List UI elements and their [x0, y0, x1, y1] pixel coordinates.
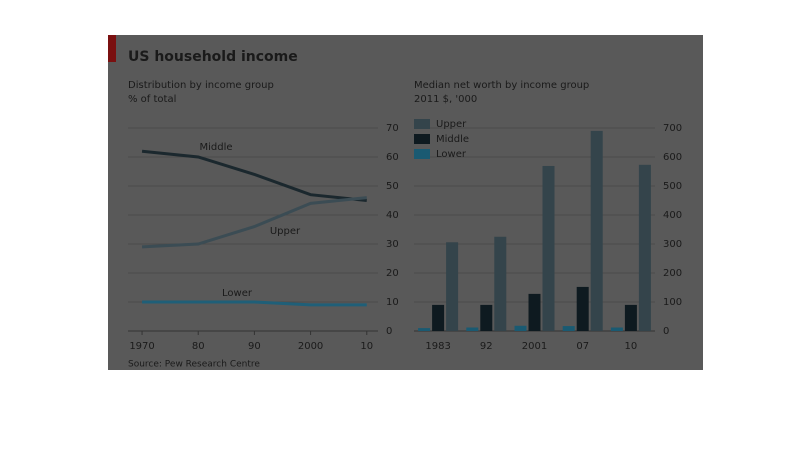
y-tick-label: 60: [386, 152, 399, 163]
y-tick-label: 0: [386, 326, 392, 337]
x-tick-label: 1970: [129, 341, 154, 352]
bar: [542, 165, 555, 331]
y-tick-label: 70: [386, 123, 399, 134]
bar: [562, 326, 575, 331]
y-tick-label: 500: [663, 181, 682, 192]
page-title: US household income: [128, 49, 298, 65]
y-tick-label: 300: [663, 239, 682, 250]
bar: [624, 304, 637, 331]
panel: [108, 35, 703, 370]
bar: [576, 286, 589, 331]
x-tick-label: 10: [360, 341, 373, 352]
y-tick-label: 20: [386, 268, 399, 279]
x-tick-label: 90: [248, 341, 261, 352]
y-tick-label: 200: [663, 268, 682, 279]
legend-label: Middle: [436, 134, 469, 145]
y-tick-label: 40: [386, 210, 399, 221]
x-tick-label: 1983: [425, 341, 450, 352]
y-tick-label: 700: [663, 123, 682, 134]
bar: [432, 304, 445, 331]
y-tick-label: 100: [663, 297, 682, 308]
legend-swatch: [414, 119, 430, 129]
series-label: Lower: [222, 288, 253, 299]
bar: [480, 304, 493, 331]
y-tick-label: 50: [386, 181, 399, 192]
y-tick-label: 30: [386, 239, 399, 250]
series-label: Upper: [270, 226, 301, 237]
bar: [590, 130, 603, 331]
x-tick-label: 2001: [522, 341, 547, 352]
legend-swatch: [414, 149, 430, 159]
bar: [514, 325, 527, 331]
source: Source: Pew Research Centre: [128, 360, 260, 370]
legend-label: Upper: [436, 119, 467, 130]
bar: [446, 242, 459, 331]
bar: [418, 328, 431, 331]
x-tick-label: 07: [576, 341, 589, 352]
bar: [466, 327, 479, 331]
bar: [528, 293, 541, 331]
x-tick-label: 2000: [298, 341, 323, 352]
x-tick-label: 10: [625, 341, 638, 352]
bar: [638, 164, 651, 331]
y-tick-label: 10: [386, 297, 399, 308]
bar: [610, 327, 623, 331]
y-tick-label: 0: [663, 326, 669, 337]
chart-subtitle: 2011 $, '000: [414, 94, 477, 105]
x-tick-label: 92: [480, 341, 493, 352]
accent: [108, 35, 116, 62]
x-tick-label: 80: [192, 341, 205, 352]
series-line: [141, 196, 367, 249]
y-tick-label: 600: [663, 152, 682, 163]
chart-title: Median net worth by income group: [414, 80, 589, 91]
chart-title: Distribution by income group: [128, 80, 274, 91]
series-label: Middle: [199, 142, 232, 153]
legend-swatch: [414, 134, 430, 144]
bar: [494, 236, 507, 331]
series-line: [142, 300, 367, 307]
legend-label: Lower: [436, 149, 467, 160]
y-tick-label: 400: [663, 210, 682, 221]
chart-subtitle: % of total: [128, 94, 176, 105]
series-line: [141, 149, 367, 202]
